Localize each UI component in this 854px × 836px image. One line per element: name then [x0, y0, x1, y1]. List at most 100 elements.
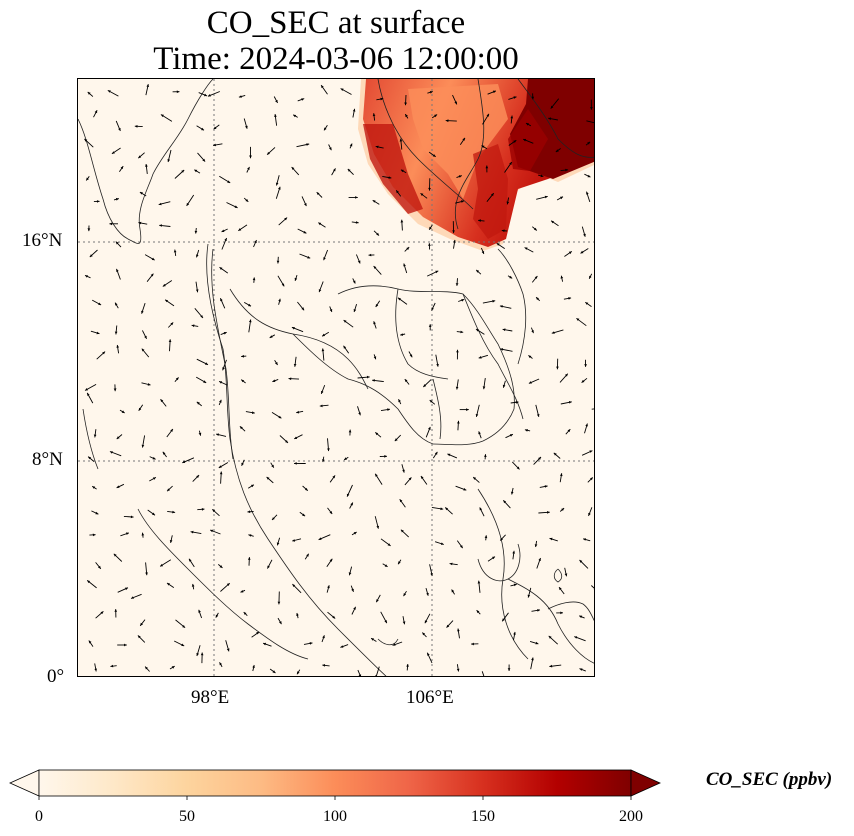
wind-arrow-head: [432, 154, 436, 157]
wind-arrow-head: [476, 269, 480, 273]
wind-arrow-head: [399, 138, 403, 142]
wind-arrow-head: [534, 544, 538, 547]
wind-arrow-head: [447, 453, 451, 457]
wind-arrow-head: [202, 158, 206, 162]
wind-arrow-head: [138, 221, 142, 225]
wind-arrow-head: [152, 512, 155, 516]
wind-arrow-head: [288, 377, 292, 381]
wind-arrow-head: [513, 140, 517, 143]
map-subtitle-time: Time: 2024-03-06 12:00:00: [153, 41, 519, 77]
wind-arrow-head: [373, 356, 377, 360]
wind-arrow-head: [205, 362, 208, 365]
wind-arrow-head: [426, 592, 429, 596]
wind-arrow-head: [212, 509, 216, 513]
wind-arrow-head: [387, 543, 391, 546]
wind-arrow-head: [587, 174, 591, 178]
wind-arrow-head: [485, 165, 489, 169]
wind-arrow-head: [366, 375, 370, 379]
wind-arrow-head: [114, 609, 118, 612]
wind-arrow-head: [110, 664, 114, 668]
wind-arrow-head: [247, 557, 251, 560]
wind-arrow-head: [173, 249, 177, 253]
wind-arrow-head: [94, 668, 97, 672]
wind-arrow-head: [376, 232, 379, 236]
lat-label-8N: 8°N: [32, 449, 63, 470]
wind-arrow-head: [275, 99, 278, 103]
wind-arrow-head: [460, 545, 463, 549]
wind-arrow-head: [473, 477, 477, 480]
wind-arrow-head: [343, 320, 347, 323]
wind-arrow-head: [466, 408, 469, 411]
wind-arrow-head: [568, 251, 572, 255]
wind-arrow-head: [515, 401, 519, 404]
wind-arrow-head: [126, 532, 129, 535]
wind-arrow-head: [294, 462, 297, 465]
wind-arrow-head: [540, 174, 544, 178]
wind-arrow-head: [352, 280, 356, 284]
wind-arrow-head: [358, 412, 361, 416]
wind-arrow-head: [461, 299, 465, 302]
wind-arrow-head: [181, 170, 185, 173]
wind-arrow-head: [116, 345, 120, 348]
wind-arrow-head: [274, 114, 277, 117]
wind-arrow-head: [579, 560, 583, 563]
wind-arrow-head: [240, 590, 244, 593]
wind-arrow-head: [340, 88, 344, 91]
wind-arrow-head: [350, 502, 353, 506]
wind-arrow-head: [580, 250, 584, 254]
wind-arrow-head: [222, 367, 225, 371]
wind-arrow-head: [109, 451, 113, 454]
wind-arrow-head: [429, 400, 433, 403]
wind-arrow-head: [252, 665, 255, 668]
wind-arrow-head: [227, 180, 231, 183]
wind-arrow-head: [392, 643, 396, 646]
wind-arrow-head: [277, 601, 281, 605]
wind-arrow-head: [585, 302, 589, 305]
wind-arrow-head: [165, 299, 169, 303]
wind-arrow-head: [479, 507, 483, 511]
wind-arrow: [586, 120, 594, 124]
wind-arrow-head: [333, 168, 336, 172]
wind-arrow-head: [321, 348, 325, 352]
wind-arrow-head: [301, 307, 305, 311]
wind-arrow-head: [553, 452, 557, 456]
wind-arrow-head: [145, 666, 148, 670]
wind-arrow-head: [93, 434, 97, 438]
wind-arrow-head: [169, 540, 173, 543]
wind-arrow-head: [524, 247, 528, 250]
wind-arrow-head: [481, 145, 485, 148]
wind-arrow-head: [292, 584, 296, 587]
wind-arrow-head: [375, 473, 378, 477]
wind-arrow-head: [141, 444, 145, 448]
wind-arrow-head: [239, 426, 243, 430]
wind-arrow-head: [247, 510, 251, 514]
wind-arrow-head: [420, 476, 424, 479]
wind-arrow-head: [327, 585, 330, 589]
wind-arrow-head: [241, 379, 245, 383]
wind-arrow-head: [162, 451, 166, 455]
wind-arrow: [591, 408, 594, 410]
wind-arrow: [590, 585, 594, 589]
wind-arrow-head: [87, 92, 91, 95]
wind-arrow-head: [503, 500, 507, 504]
wind-arrow-head: [275, 182, 279, 186]
wind-arrow-head: [238, 95, 242, 98]
wind-arrow-head: [95, 511, 99, 515]
wind-arrow-head: [585, 423, 588, 427]
wind-arrow-head: [297, 671, 300, 675]
wind-arrow-head: [501, 229, 505, 233]
wind-arrow-head: [453, 239, 456, 243]
wind-arrow-head: [111, 151, 115, 154]
wind-arrow-head: [87, 580, 91, 584]
wind-arrow-head: [176, 90, 180, 94]
wind-arrow-head: [509, 275, 513, 279]
wind-arrow-head: [114, 331, 118, 335]
wind-arrow-head: [451, 589, 455, 593]
wind-arrow-head: [440, 542, 444, 545]
wind-arrow-head: [396, 190, 399, 194]
colorbar-max-extend: [630, 769, 661, 797]
wind-arrow-head: [431, 307, 434, 311]
wind-arrow-head: [348, 572, 352, 576]
wind-arrow-head: [509, 434, 513, 437]
wind-arrow-head: [172, 510, 176, 514]
